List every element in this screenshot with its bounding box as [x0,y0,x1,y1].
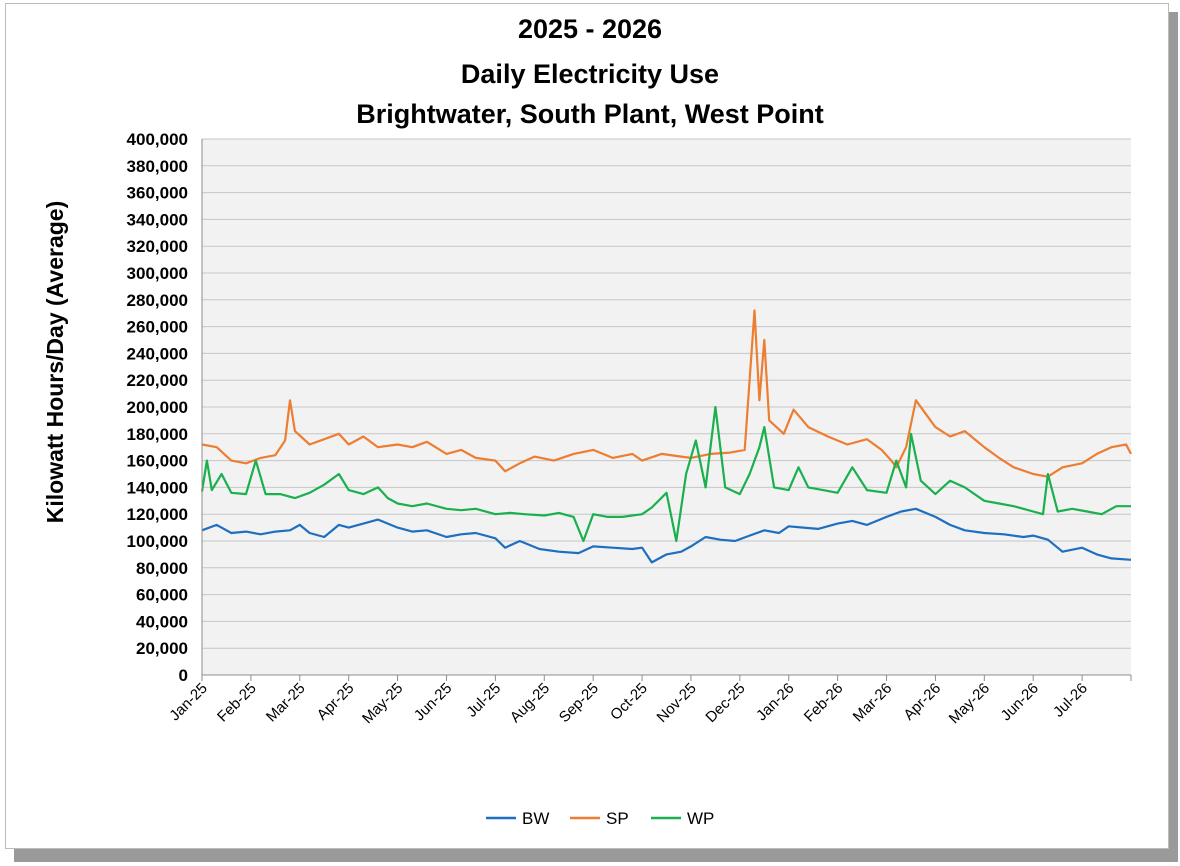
x-tick-label: Jan-25 [166,680,210,724]
x-tick-label: Jul-25 [463,680,504,721]
y-tick-label: 220,000 [127,371,188,390]
y-tick-label: 20,000 [136,639,188,658]
x-tick-label: Oct-25 [607,680,651,724]
y-tick-label: 320,000 [127,237,188,256]
legend: BW SP WP [486,809,714,828]
chart-title-line-1: 2025 - 2026 [517,14,663,44]
x-tick-label: Apr-25 [314,680,358,724]
x-tick-label: Dec-25 [702,680,748,726]
y-tick-label: 240,000 [127,344,188,363]
x-tick-label: May-25 [359,680,406,727]
series-line-bw [201,507,1132,564]
y-tick-label: 160,000 [127,452,188,471]
legend-label-sp: SP [606,809,629,828]
y-axis-label: Kilowatt Hours/Day (Average) [42,201,68,524]
chart-title-line-3: Brightwater, South Plant, West Point [356,99,824,129]
y-tick-label: 120,000 [127,505,188,524]
series-line-wp [200,405,1131,543]
x-tick-label: Mar-26 [850,680,896,726]
x-tick-label: Aug-25 [507,680,553,726]
y-tick-label: 340,000 [127,210,188,229]
x-tick-label: Feb-25 [214,680,260,726]
x-tick-label: Jun-25 [411,680,455,724]
y-tick-label: 280,000 [127,291,188,310]
y-tick-label: 400,000 [127,130,188,149]
y-tick-label: 60,000 [136,586,188,605]
legend-label-bw: BW [522,809,549,828]
x-tick-label: Feb-26 [801,680,847,726]
y-tick-label: 200,000 [127,398,188,417]
y-tick-label: 260,000 [127,318,188,337]
y-tick-label: 140,000 [127,478,188,497]
y-tick-label: 360,000 [127,184,188,203]
y-tick-label: 0 [179,666,188,685]
chart-title-line-2: Daily Electricity Use [460,59,720,89]
y-tick-label: 100,000 [127,532,188,551]
x-tick-label: Jan-26 [753,680,797,724]
x-tick-label: Jul-26 [1050,680,1091,721]
y-tick-label: 380,000 [127,157,188,176]
x-tick-label: Jun-26 [998,680,1042,724]
legend-label-wp: WP [687,809,714,828]
y-tick-label: 300,000 [127,264,188,283]
y-tick-label: 40,000 [136,612,188,631]
x-tick-label: Apr-26 [900,680,944,724]
x-tick-label: Sep-25 [556,680,602,726]
x-tick-label: May-26 [946,680,993,727]
x-tick-label: Nov-25 [654,680,700,726]
y-tick-label: 180,000 [127,425,188,444]
x-tick-label: Mar-25 [263,680,309,726]
y-tick-label: 80,000 [136,559,188,578]
